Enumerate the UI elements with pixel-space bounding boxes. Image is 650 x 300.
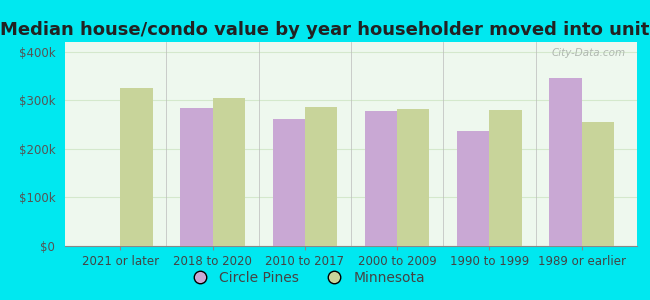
Bar bbox=[272, 119, 305, 246]
Bar bbox=[365, 111, 397, 246]
Bar bbox=[305, 106, 337, 246]
Bar bbox=[549, 78, 582, 246]
Bar bbox=[489, 110, 522, 246]
Bar bbox=[457, 131, 489, 246]
Bar bbox=[582, 122, 614, 246]
Legend: Circle Pines, Minnesota: Circle Pines, Minnesota bbox=[181, 265, 430, 290]
Bar bbox=[397, 109, 430, 246]
Text: Median house/condo value by year householder moved into unit: Median house/condo value by year househo… bbox=[0, 21, 650, 39]
Bar bbox=[213, 98, 245, 246]
Text: City-Data.com: City-Data.com bbox=[551, 48, 625, 58]
Bar bbox=[120, 88, 153, 246]
Bar bbox=[180, 108, 213, 246]
